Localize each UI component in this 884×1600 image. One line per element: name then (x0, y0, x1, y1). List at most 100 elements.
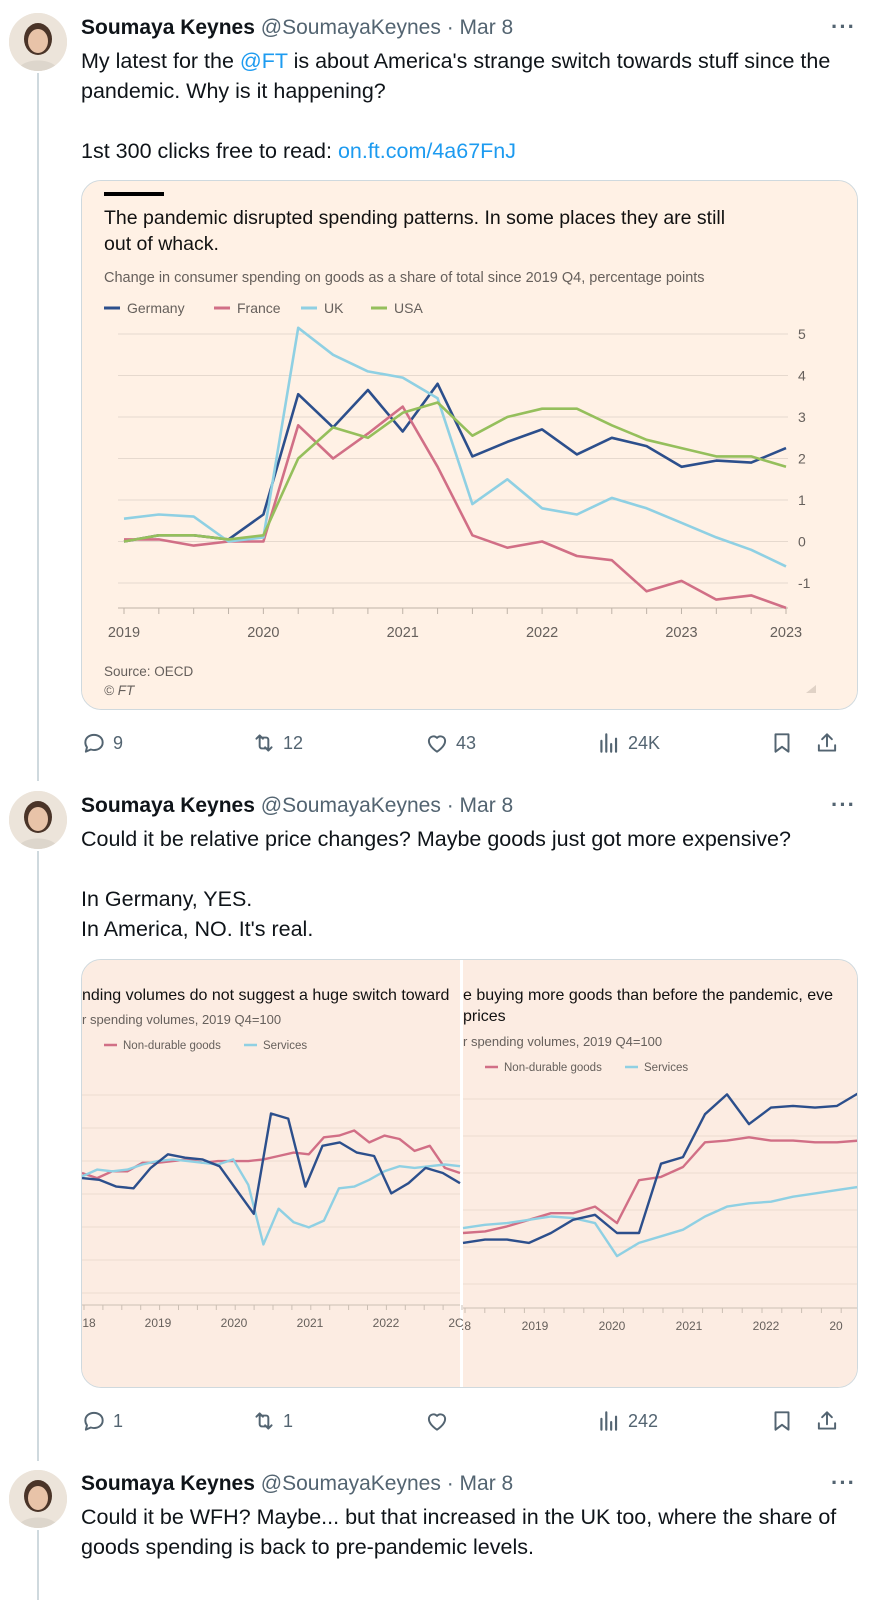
x-tick-label: 2019 (108, 625, 140, 641)
author-name[interactable]: Soumaya Keynes (81, 794, 255, 817)
views-button[interactable]: 24K (596, 728, 660, 758)
article-link[interactable]: on.ft.com/4a67FnJ (337, 139, 517, 163)
two-panel-line-charts: nding volumes do not suggest a huge swit… (82, 960, 857, 1387)
reply-count: 9 (113, 733, 124, 753)
series-line (82, 1112, 461, 1216)
resize-corner-icon (806, 685, 816, 693)
legend-label: USA (394, 300, 423, 316)
y-tick-label: 1 (798, 492, 806, 508)
panel-subtitle: r spending volumes, 2019 Q4=100 (463, 1034, 662, 1049)
x-tick-label: .8 (461, 1319, 471, 1333)
tweet-text-line: In America, NO. It's real. (81, 917, 314, 941)
tweet-text-line: Could it be relative price changes? Mayb… (81, 827, 791, 851)
tweet-date[interactable]: Mar 8 (459, 794, 514, 817)
panel-divider (460, 960, 463, 1387)
x-tick-label: 2020 (221, 1316, 248, 1330)
x-tick-label: 2021 (387, 625, 419, 641)
panel-title: prices (463, 1008, 506, 1025)
views-icon (600, 733, 618, 753)
repost-count: 12 (283, 733, 304, 753)
repost-count: 1 (283, 1411, 294, 1431)
like-button[interactable] (424, 1406, 456, 1436)
x-tick-label: 2023 (770, 625, 802, 641)
ft-mention-link[interactable]: @FT (239, 49, 288, 73)
bookmark-icon (774, 733, 790, 753)
thread-line (37, 851, 39, 1461)
avatar[interactable] (9, 791, 67, 849)
x-tick-label: 2022 (373, 1316, 400, 1330)
tweet-date[interactable]: Mar 8 (459, 1472, 514, 1495)
author-handle[interactable]: @SoumayaKeynes (260, 16, 441, 39)
reply-button[interactable]: 9 (81, 728, 123, 758)
y-tick-label: -1 (798, 575, 811, 591)
author-name[interactable]: Soumaya Keynes (81, 1472, 255, 1495)
y-tick-label: 4 (798, 368, 806, 384)
author-handle[interactable]: @SoumayaKeynes (260, 1472, 441, 1495)
tweet-text-part: 1st 300 clicks free to read: (81, 139, 338, 163)
tweet-header: Soumaya Keynes @SoumayaKeynes · Mar 8 (81, 14, 513, 42)
source-note: Source: OECD (104, 664, 194, 679)
repost-button[interactable]: 1 (251, 1406, 293, 1436)
y-tick-label: 5 (798, 326, 806, 342)
views-count: 242 (628, 1411, 659, 1431)
reply-icon (84, 1411, 104, 1431)
tweet-header: Soumaya Keynes @SoumayaKeynes · Mar 8 (81, 1470, 513, 1498)
panel-subtitle: r spending volumes, 2019 Q4=100 (82, 1012, 281, 1027)
y-tick-label: 0 (798, 534, 806, 550)
tweet-date[interactable]: Mar 8 (459, 16, 514, 39)
views-button[interactable]: 242 (596, 1406, 658, 1436)
thread-line (37, 73, 39, 781)
separator-dot: · (446, 16, 454, 39)
like-button[interactable]: 43 (424, 728, 476, 758)
series-line-usa (123, 401, 787, 543)
repost-icon (255, 1412, 273, 1430)
separator-dot: · (446, 1472, 454, 1495)
tweet-actions: 1 1 242 (81, 1406, 858, 1436)
chart-subtitle: Change in consumer spending on goods as … (104, 270, 705, 286)
share-button[interactable] (814, 728, 846, 758)
repost-button[interactable]: 12 (251, 728, 303, 758)
avatar[interactable] (9, 1470, 67, 1528)
chart-image-card[interactable]: The pandemic disrupted spending patterns… (81, 180, 858, 710)
reply-button[interactable]: 1 (81, 1406, 123, 1436)
tweet-text: Could it be WFH? Maybe... but that incre… (81, 1502, 851, 1562)
views-icon (600, 1411, 618, 1431)
legend-label: Non-durable goods (123, 1040, 221, 1052)
bookmark-button[interactable] (769, 728, 801, 758)
series-line (462, 1092, 857, 1245)
x-tick-label: 2023 (665, 625, 697, 641)
more-options-button[interactable]: ··· (831, 792, 856, 817)
legend-label: Services (644, 1062, 688, 1074)
author-name[interactable]: Soumaya Keynes (81, 16, 255, 39)
x-tick-label: 20 (829, 1319, 843, 1333)
x-tick-label: 2019 (522, 1319, 549, 1333)
like-count: 43 (456, 733, 477, 753)
panel-title: nding volumes do not suggest a huge swit… (82, 987, 449, 1004)
more-options-button[interactable]: ··· (831, 1470, 856, 1495)
share-button[interactable] (814, 1406, 846, 1436)
like-icon (427, 735, 447, 753)
like-icon (427, 1413, 447, 1431)
x-tick-label: 2C (448, 1316, 464, 1330)
tweet-text-part: My latest for the (81, 49, 240, 73)
more-options-button[interactable]: ··· (831, 14, 856, 39)
y-tick-label: 2 (798, 451, 806, 467)
chart-title: The pandemic disrupted spending patterns… (104, 207, 725, 229)
x-tick-label: 2021 (297, 1316, 324, 1330)
author-handle[interactable]: @SoumayaKeynes (260, 794, 441, 817)
chart-background (82, 181, 857, 709)
tweet-text-line: Could it be WFH? Maybe... but that incre… (81, 1505, 843, 1559)
legend-label: Services (263, 1040, 307, 1052)
x-tick-label: 2020 (599, 1319, 626, 1333)
bookmark-button[interactable] (769, 1406, 801, 1436)
avatar[interactable] (9, 13, 67, 71)
share-icon (817, 733, 837, 752)
separator-dot: · (446, 794, 454, 817)
x-tick-label: 2021 (676, 1319, 703, 1333)
tweet-header: Soumaya Keynes @SoumayaKeynes · Mar 8 (81, 792, 513, 820)
repost-icon (255, 734, 273, 752)
tweet-actions: 9 12 43 24K (81, 728, 858, 758)
chart-image-card[interactable]: nding volumes do not suggest a huge swit… (81, 959, 858, 1388)
x-tick-label: 2022 (526, 625, 558, 641)
views-count: 24K (628, 733, 661, 753)
